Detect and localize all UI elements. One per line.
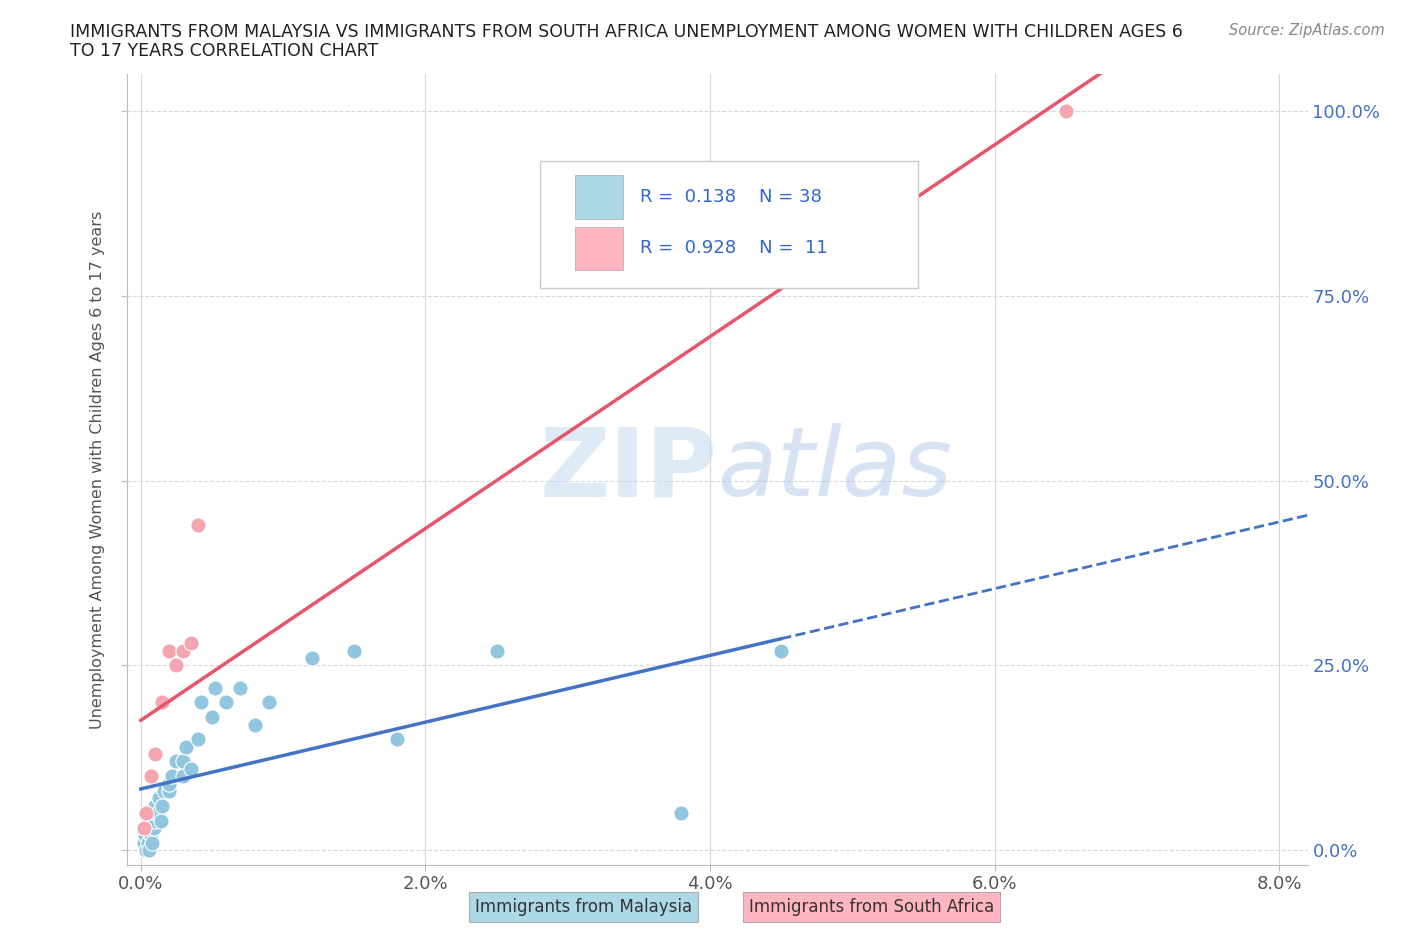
Point: [187, 518, 209, 533]
Point: [215, 695, 238, 710]
Point: [142, 820, 165, 835]
Point: [143, 747, 166, 762]
FancyBboxPatch shape: [575, 227, 623, 270]
Text: IMMIGRANTS FROM MALAYSIA VS IMMIGRANTS FROM SOUTH AFRICA UNEMPLOYMENT AMONG WOME: IMMIGRANTS FROM MALAYSIA VS IMMIGRANTS F…: [70, 23, 1184, 41]
Point: [143, 813, 166, 828]
Point: [190, 695, 212, 710]
Point: [385, 732, 408, 747]
Point: [201, 710, 224, 724]
Point: [165, 754, 187, 769]
Point: [187, 732, 209, 747]
Point: [485, 644, 508, 658]
Point: [152, 784, 174, 799]
FancyBboxPatch shape: [575, 175, 623, 219]
Point: [770, 644, 793, 658]
Point: [141, 835, 163, 850]
Text: R =  0.928    N =  11: R = 0.928 N = 11: [640, 239, 828, 258]
Point: [671, 805, 693, 820]
Point: [343, 644, 366, 658]
Point: [229, 680, 252, 695]
Point: [143, 805, 166, 820]
Point: [176, 739, 198, 754]
Point: [146, 805, 169, 820]
Point: [136, 835, 159, 850]
Point: [150, 798, 173, 813]
Point: [157, 644, 180, 658]
Point: [134, 828, 156, 843]
Point: [172, 754, 194, 769]
Point: [135, 843, 157, 857]
Point: [132, 835, 155, 850]
Point: [139, 828, 162, 843]
Point: [160, 769, 183, 784]
Text: ZIP: ZIP: [538, 423, 717, 516]
Point: [143, 798, 166, 813]
Point: [138, 843, 160, 857]
FancyBboxPatch shape: [540, 162, 918, 287]
Point: [1054, 104, 1077, 119]
Point: [148, 791, 170, 806]
Point: [157, 784, 180, 799]
Point: [135, 805, 157, 820]
Y-axis label: Unemployment Among Women with Children Ages 6 to 17 years: Unemployment Among Women with Children A…: [90, 210, 105, 729]
Point: [157, 777, 180, 791]
Point: [180, 636, 202, 651]
Point: [243, 717, 266, 732]
Point: [257, 695, 280, 710]
Text: Source: ZipAtlas.com: Source: ZipAtlas.com: [1229, 23, 1385, 38]
Point: [172, 644, 194, 658]
Text: Immigrants from Malaysia: Immigrants from Malaysia: [475, 897, 692, 916]
Text: TO 17 YEARS CORRELATION CHART: TO 17 YEARS CORRELATION CHART: [70, 42, 378, 60]
Point: [301, 651, 323, 666]
Point: [172, 769, 194, 784]
Point: [132, 820, 155, 835]
Text: Immigrants from South Africa: Immigrants from South Africa: [749, 897, 994, 916]
Point: [204, 680, 226, 695]
Point: [149, 813, 172, 828]
Point: [180, 762, 202, 777]
Point: [139, 769, 162, 784]
Text: R =  0.138    N = 38: R = 0.138 N = 38: [640, 188, 823, 206]
Point: [165, 658, 187, 673]
Point: [150, 695, 173, 710]
Text: atlas: atlas: [717, 423, 952, 516]
